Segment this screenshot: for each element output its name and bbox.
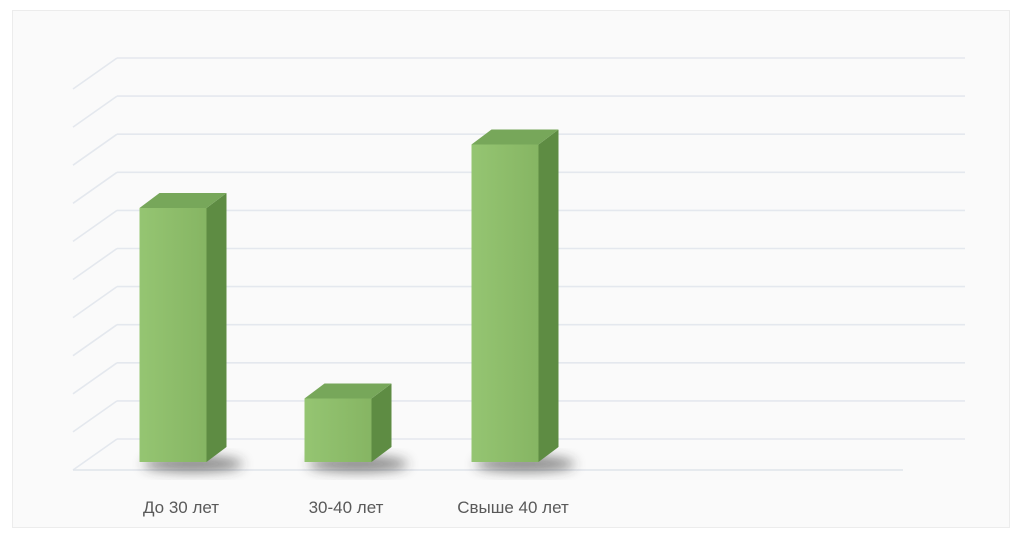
gridline-depth — [72, 285, 118, 319]
chart-area: До 30 лет 30-40 лет Свыше 40 лет — [12, 10, 1010, 528]
category-label: 30-40 лет — [309, 498, 384, 517]
gridline-depth — [72, 133, 118, 166]
gridline-depth — [72, 209, 118, 243]
bar — [471, 144, 539, 462]
bar-side — [206, 193, 227, 462]
gridline-depth — [72, 57, 118, 90]
category-label: До 30 лет — [143, 498, 219, 517]
gridline-depth — [72, 171, 118, 204]
category-label: Свыше 40 лет — [457, 498, 569, 517]
gridline-depth — [72, 400, 118, 433]
gridline-depth — [72, 324, 118, 357]
gridline-depth — [72, 438, 118, 471]
bar-top — [139, 193, 227, 208]
bar-chart: До 30 лет 30-40 лет Свыше 40 лет — [72, 57, 965, 517]
category-labels: До 30 лет 30-40 лет Свыше 40 лет — [143, 498, 569, 517]
gridline-depth — [72, 247, 118, 281]
bar-top — [471, 129, 559, 145]
bar — [304, 398, 372, 462]
bar-side — [371, 383, 392, 462]
gridline-depth — [72, 95, 118, 128]
bars — [139, 129, 576, 472]
bar-top — [304, 383, 392, 399]
gridline-depth — [72, 362, 118, 395]
bar-side — [538, 129, 559, 462]
bar — [139, 208, 207, 462]
